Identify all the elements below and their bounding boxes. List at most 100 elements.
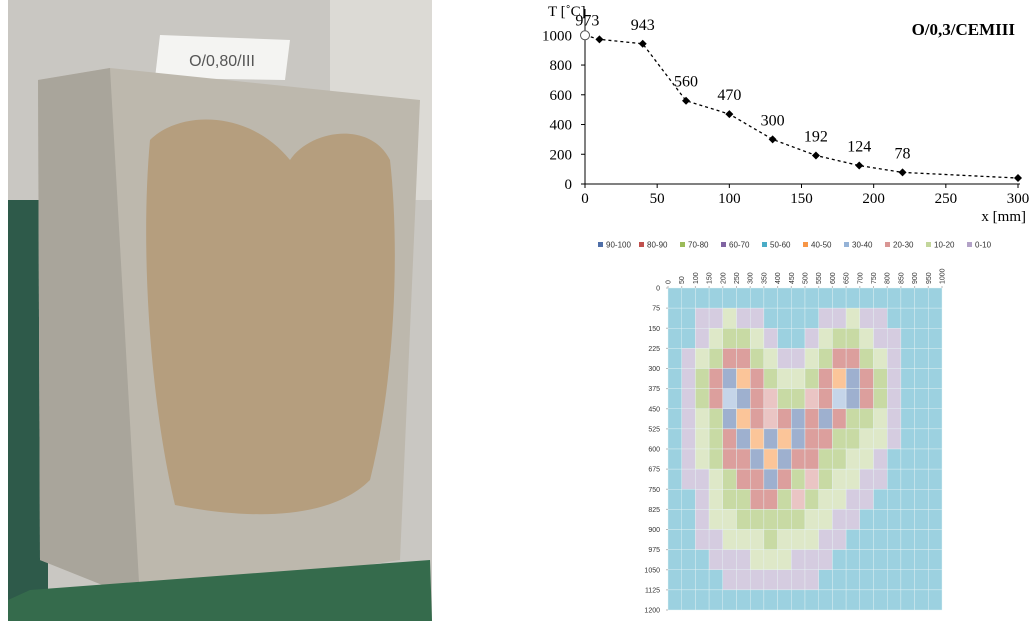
cell — [873, 388, 888, 409]
y-tick-label: 1050 — [644, 567, 660, 574]
x-tick-label: 250 — [734, 272, 741, 284]
cell — [708, 328, 723, 349]
cell — [777, 307, 792, 329]
data-label: 560 — [674, 74, 698, 91]
cell — [804, 287, 819, 309]
cell — [914, 529, 929, 550]
cell — [832, 549, 847, 570]
y-tick-label: 600 — [648, 447, 660, 454]
cell — [777, 589, 792, 611]
cell — [887, 549, 902, 570]
cell — [681, 448, 696, 470]
legend-swatch — [598, 242, 603, 247]
cell — [750, 287, 765, 309]
cell — [708, 368, 723, 389]
cell — [804, 328, 819, 349]
cell — [750, 408, 765, 430]
cell — [887, 348, 902, 369]
cell — [887, 307, 902, 329]
cell — [818, 307, 833, 329]
cell — [667, 428, 682, 450]
cell — [708, 287, 723, 309]
cell — [845, 489, 860, 510]
cell — [736, 589, 751, 611]
y-tick-label: 400 — [550, 118, 573, 134]
cell — [818, 428, 833, 450]
cell — [900, 468, 915, 490]
cell — [791, 388, 806, 409]
cell — [681, 509, 696, 530]
photo-block-side — [38, 68, 140, 600]
cell — [900, 569, 915, 591]
x-tick-label: 0 — [581, 191, 589, 207]
cell — [667, 549, 682, 570]
x-tick-label: 250 — [935, 191, 958, 207]
cell — [859, 569, 874, 591]
x-tick-label: 650 — [844, 272, 851, 284]
cell — [859, 307, 874, 329]
cell — [804, 388, 819, 409]
cell — [722, 549, 737, 570]
cell — [722, 368, 737, 389]
x-tick-label: 850 — [898, 272, 905, 284]
y-tick-label: 225 — [648, 346, 660, 353]
cell — [900, 408, 915, 430]
cell — [873, 328, 888, 349]
cell — [818, 569, 833, 591]
cell — [736, 468, 751, 490]
cell — [818, 549, 833, 570]
cell — [681, 287, 696, 309]
cell — [681, 569, 696, 591]
cell — [887, 448, 902, 470]
cell — [818, 509, 833, 530]
legend-swatch — [721, 242, 726, 247]
cell — [928, 549, 943, 570]
cell — [914, 569, 929, 591]
y-tick-label: 150 — [648, 326, 660, 333]
cell — [887, 589, 902, 611]
y-tick-label: 75 — [652, 306, 660, 313]
cell — [681, 489, 696, 510]
cell — [804, 589, 819, 611]
cell — [887, 489, 902, 510]
cell — [845, 328, 860, 349]
cell — [832, 489, 847, 510]
legend-swatch — [762, 242, 767, 247]
cell — [736, 489, 751, 510]
cell — [914, 589, 929, 611]
cell — [750, 569, 765, 591]
cell — [859, 368, 874, 389]
cell — [667, 529, 682, 550]
cell — [900, 287, 915, 309]
cell — [873, 509, 888, 530]
cell — [667, 348, 682, 369]
data-label: 78 — [895, 145, 911, 162]
cell — [914, 328, 929, 349]
cell — [695, 589, 710, 611]
cell — [914, 489, 929, 510]
cell — [804, 428, 819, 450]
legend-swatch — [639, 242, 644, 247]
data-label: 124 — [847, 139, 871, 156]
cell — [928, 428, 943, 450]
cell — [695, 408, 710, 430]
cell — [777, 448, 792, 470]
cell — [845, 448, 860, 470]
y-tick-label: 1000 — [542, 28, 572, 44]
cell — [708, 307, 723, 329]
x-tick-label: 550 — [816, 272, 823, 284]
cell — [695, 348, 710, 369]
cell — [722, 307, 737, 329]
cell — [722, 468, 737, 490]
cell — [695, 328, 710, 349]
cell — [887, 529, 902, 550]
cell — [928, 509, 943, 530]
cell — [873, 468, 888, 490]
legend-swatch — [680, 242, 685, 247]
cell — [859, 408, 874, 430]
cell — [681, 388, 696, 409]
legend-label: 70-80 — [688, 241, 709, 250]
cell — [791, 489, 806, 510]
legend-label: 20-30 — [893, 241, 914, 250]
cell — [845, 569, 860, 591]
